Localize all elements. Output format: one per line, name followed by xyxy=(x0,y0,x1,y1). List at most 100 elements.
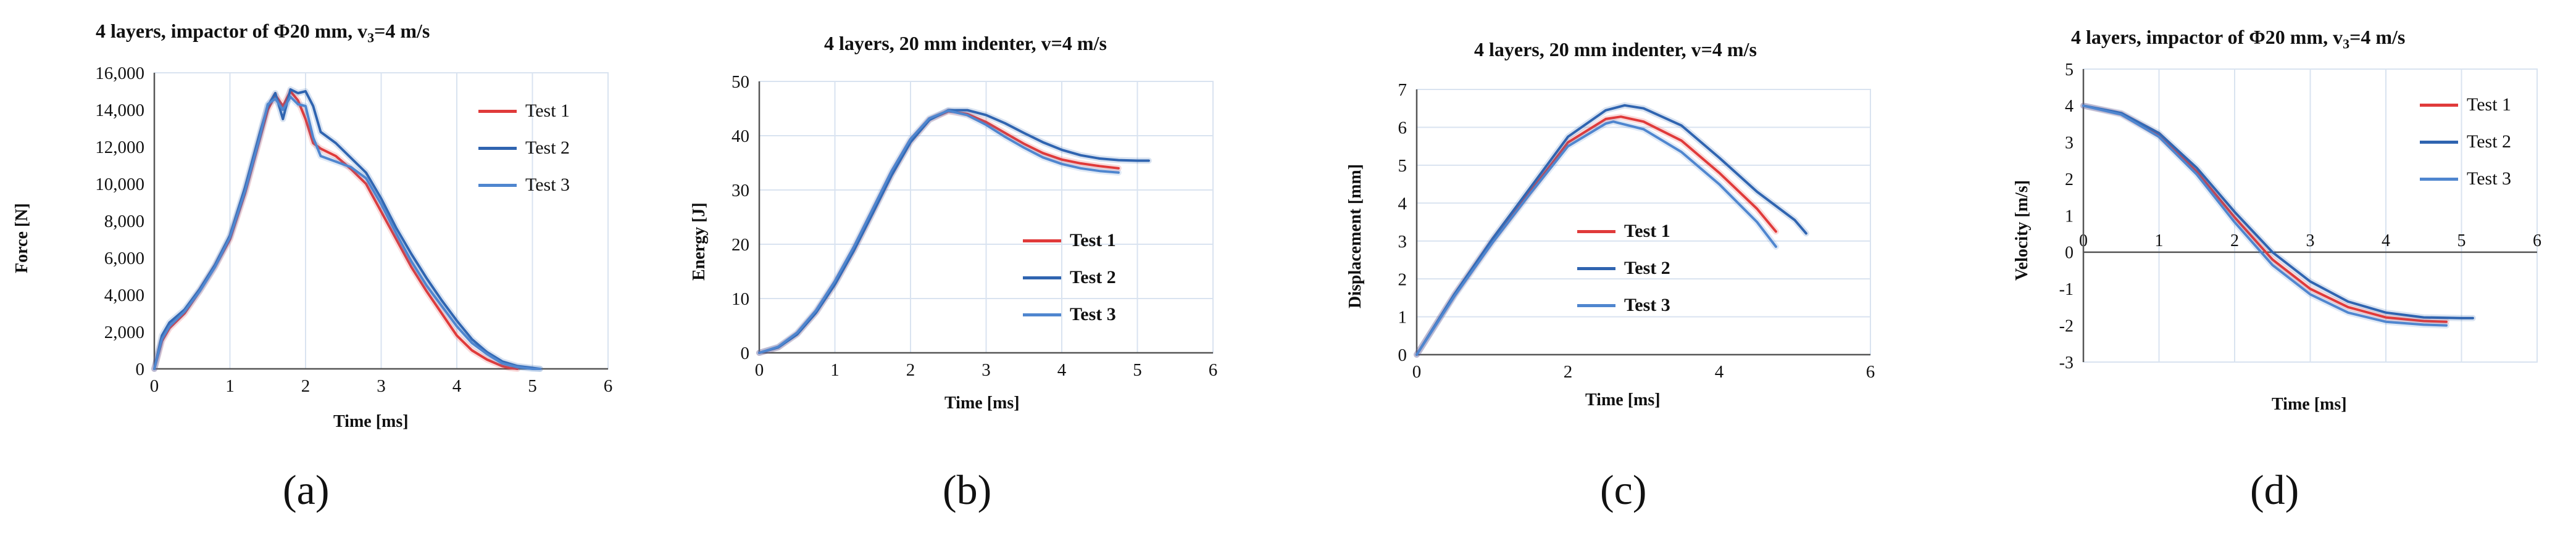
series-line-3 xyxy=(1415,120,1777,356)
y-tick-label: 2 xyxy=(1398,270,1407,289)
series-line-3 xyxy=(758,109,1120,354)
x-tick-label: 0 xyxy=(150,376,159,396)
chart-svg-c: 0 2 4 6 0 1 2 3 4 5 6 7 xyxy=(1398,80,1875,382)
x-tick-label: 2 xyxy=(1564,362,1573,382)
legend-item: Test 1 xyxy=(1023,222,1116,259)
panel-caption-b: (b) xyxy=(943,466,992,513)
y-tick-label: 0 xyxy=(741,344,750,363)
chart-panel-d: 4 layers, impactor of Φ20 mm, v3=4 m/s 0… xyxy=(1966,0,2576,536)
legend-label: Test 2 xyxy=(1624,258,1670,278)
series-line-3 xyxy=(2082,104,2448,327)
y-tick-label: -1 xyxy=(2059,280,2074,299)
legend-swatch xyxy=(1023,276,1061,279)
legend-label: Test 3 xyxy=(525,175,570,195)
legend-label: Test 1 xyxy=(2467,94,2512,115)
y-tick-label: 10,000 xyxy=(95,175,144,194)
series-line-1 xyxy=(2082,104,2448,323)
legend-swatch xyxy=(1577,229,1615,233)
chart-title-c: 4 layers, 20 mm indenter, v=4 m/s xyxy=(1474,38,1757,60)
chart-svg-b: 0 1 2 3 4 5 6 0 10 20 30 40 50 xyxy=(732,72,1218,380)
panel-caption-a: (a) xyxy=(283,466,330,513)
x-tick-label: 4 xyxy=(1057,360,1067,380)
x-tick-label: 2 xyxy=(301,376,311,396)
y-tick-label: 30 xyxy=(732,181,749,200)
y-tick-label: 0 xyxy=(1398,345,1407,365)
y-tick-label: 3 xyxy=(2065,134,2074,153)
chart-panel-a: 4 layers, impactor of Φ20 mm, v3=4 m/s 0… xyxy=(0,0,642,536)
y-tick-label: -3 xyxy=(2059,353,2074,373)
series-line-halo xyxy=(2080,102,2449,325)
y-tick-label: 5 xyxy=(2065,60,2074,80)
y-tick-label: 8,000 xyxy=(104,212,144,231)
series-line-2 xyxy=(758,109,1150,354)
series-line-halo xyxy=(2080,102,2449,329)
x-tick-label: 0 xyxy=(755,360,764,380)
legend-swatch xyxy=(1023,313,1061,316)
chart-title-b: 4 layers, 20 mm indenter, v=4 m/s xyxy=(824,32,1107,54)
legend-label: Test 2 xyxy=(1070,267,1116,287)
y-axis-label-a: Force [N] xyxy=(12,203,31,273)
legend-item: Test 1 xyxy=(1577,213,1670,250)
y-tick-label: 12,000 xyxy=(95,138,144,157)
legend-label: Test 3 xyxy=(1624,295,1670,315)
y-tick-label: 14,000 xyxy=(95,101,144,120)
y-tick-label: 5 xyxy=(1398,156,1407,176)
legend-swatch xyxy=(1023,239,1061,242)
y-tick-label: 4 xyxy=(2065,97,2074,116)
chart-title-d: 4 layers, impactor of Φ20 mm, v3=4 m/s xyxy=(2071,26,2406,52)
legend-swatch xyxy=(478,109,517,113)
legend-swatch xyxy=(478,183,517,187)
legend-label: Test 2 xyxy=(2467,131,2512,152)
y-tick-label: 50 xyxy=(732,72,749,92)
y-tick-label: 3 xyxy=(1398,232,1407,252)
legend-item: Test 3 xyxy=(2420,160,2511,197)
x-axis-label-d: Time [ms] xyxy=(2272,395,2347,414)
x-tick-label: 2 xyxy=(906,360,915,380)
y-tick-label: 4 xyxy=(1398,194,1407,213)
y-tick-label: 6,000 xyxy=(104,249,144,268)
series-line-2 xyxy=(1415,104,1807,356)
legend-item: Test 1 xyxy=(478,93,570,130)
x-tick-label: 1 xyxy=(225,376,235,396)
legend-swatch xyxy=(1577,266,1615,270)
y-tick-label: 6 xyxy=(1398,118,1407,138)
x-axis-label-a: Time [ms] xyxy=(333,412,409,431)
y-tick-label: 1 xyxy=(1398,308,1407,328)
x-tick-label: 4 xyxy=(1715,362,1724,382)
y-tick-label: 2,000 xyxy=(104,323,144,342)
y-axis-label-b: Energy [J] xyxy=(690,202,709,281)
series-line-halo xyxy=(2080,102,2476,321)
legend-item: Test 3 xyxy=(478,167,570,204)
legend-swatch xyxy=(2420,177,2458,181)
x-axis-label-c: Time [ms] xyxy=(1585,390,1661,410)
y-tick-label: 2 xyxy=(2065,170,2074,189)
x-tick-label: 1 xyxy=(830,360,840,380)
x-tick-label: 5 xyxy=(1133,360,1142,380)
legend-label: Test 3 xyxy=(1070,304,1116,324)
legend-label: Test 1 xyxy=(1624,221,1670,241)
chart-title-a: 4 layers, impactor of Φ20 mm, v3=4 m/s xyxy=(96,20,430,46)
legend-item: Test 2 xyxy=(2420,123,2511,160)
x-tick-label: 1 xyxy=(2155,231,2164,250)
legend-label: Test 3 xyxy=(2467,168,2512,189)
y-axis-label-d: Velocity [m/s] xyxy=(2012,179,2032,281)
x-tick-label: 5 xyxy=(528,376,537,396)
legend-a: Test 1 Test 2 Test 3 xyxy=(478,93,570,204)
x-tick-label: 6 xyxy=(1209,360,1218,380)
legend-d: Test 1 Test 2 Test 3 xyxy=(2420,86,2511,197)
panel-caption-c: (c) xyxy=(1600,466,1647,513)
legend-item: Test 1 xyxy=(2420,86,2511,123)
legend-item: Test 2 xyxy=(1577,250,1670,287)
y-tick-label: 40 xyxy=(732,126,749,146)
x-tick-label: 0 xyxy=(1412,362,1422,382)
legend-label: Test 1 xyxy=(1070,230,1116,250)
chart-panel-b: 4 layers, 20 mm indenter, v=4 m/s 0 1 2 3 4 5… xyxy=(657,0,1299,536)
x-tick-label: 6 xyxy=(1866,362,1875,382)
legend-item: Test 3 xyxy=(1023,296,1116,333)
chart-svg-a: 0 1 2 3 4 5 6 0 2,000 4,000 6,000 8,000 10,000 12,000… xyxy=(95,64,612,396)
legend-swatch xyxy=(478,146,517,150)
y-axis-label-c: Displacement [mm] xyxy=(1346,163,1365,308)
y-tick-label: 16,000 xyxy=(95,64,144,83)
x-tick-label: 3 xyxy=(377,376,386,396)
